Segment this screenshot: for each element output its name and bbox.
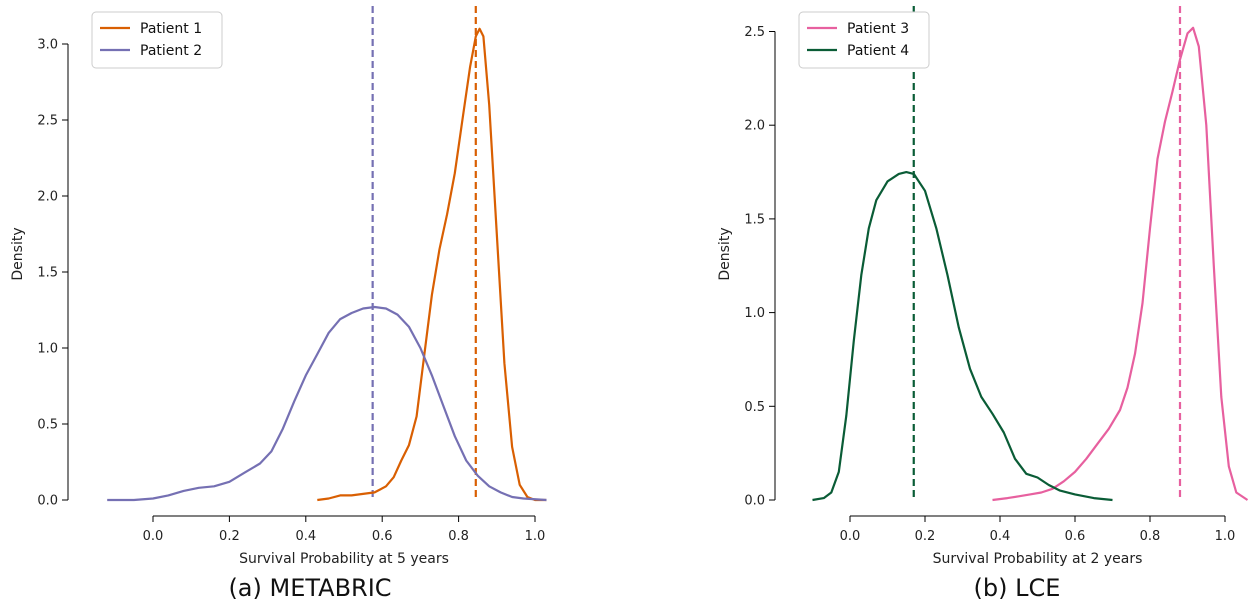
y-tick-label: 2.5 [744, 25, 765, 40]
y-tick-label: 0.0 [744, 494, 765, 509]
chart-panel-2: 0.0 0.2 0.4 0.6 0.8 1.0 0.0 0.5 1.0 1.5 2.0 2.5 Surv… [717, 6, 1249, 602]
x-tick-label: 0.6 [1065, 529, 1086, 544]
y-tick-label: 1.5 [37, 266, 58, 281]
chart-caption: (a) METABRIC [228, 574, 391, 602]
x-axis-label: Survival Probability at 2 years [933, 551, 1143, 567]
legend-entry: Patient 2 [140, 43, 202, 59]
y-tick-label: 2.0 [37, 190, 58, 205]
x-tick-label: 0.2 [219, 529, 240, 544]
x-tick-label: 0.4 [295, 529, 316, 544]
legend: Patient 3 Patient 4 [798, 11, 930, 69]
series-line-patient-4 [812, 171, 1113, 502]
series-line-patient-1 [317, 27, 547, 502]
legend-box [91, 11, 223, 69]
x-tick-label: 0.2 [915, 529, 936, 544]
legend-entry: Patient 1 [140, 21, 202, 37]
y-tick-label: 1.5 [744, 212, 765, 227]
x-tick-label: 0.0 [143, 529, 164, 544]
chart-caption: (b) LCE [974, 574, 1061, 602]
y-axis-label: Density [717, 227, 733, 280]
x-tick-label: 0.4 [990, 529, 1011, 544]
x-tick-label: 0.8 [448, 529, 469, 544]
series-line-patient-3 [992, 26, 1249, 502]
legend-entry: Patient 4 [847, 43, 909, 59]
series-line-patient-2 [107, 305, 547, 502]
y-tick-label: 3.0 [37, 38, 58, 53]
y-axis-label: Density [10, 227, 26, 280]
x-tick-label: 0.8 [1140, 529, 1161, 544]
legend-box [798, 11, 930, 69]
x-tick-label: 1.0 [1215, 529, 1236, 544]
x-tick-label: 1.0 [525, 529, 546, 544]
y-tick-label: 0.5 [744, 400, 765, 415]
y-tick-label: 1.0 [744, 306, 765, 321]
y-tick-label: 0.5 [37, 418, 58, 433]
y-tick-label: 1.0 [37, 342, 58, 357]
legend: Patient 1 Patient 2 [91, 11, 223, 69]
x-tick-label: 0.0 [840, 529, 861, 544]
chart-panel-1: 0.0 0.2 0.4 0.6 0.8 1.0 0.0 0.5 1.0 1.5 2.0 2.5 3.0 S… [10, 6, 547, 602]
x-axis-label: Survival Probability at 5 years [239, 551, 449, 567]
y-tick-label: 0.0 [37, 494, 58, 509]
legend-entry: Patient 3 [847, 21, 909, 37]
x-tick-label: 0.6 [372, 529, 393, 544]
y-tick-label: 2.0 [744, 119, 765, 134]
y-tick-label: 2.5 [37, 114, 58, 129]
